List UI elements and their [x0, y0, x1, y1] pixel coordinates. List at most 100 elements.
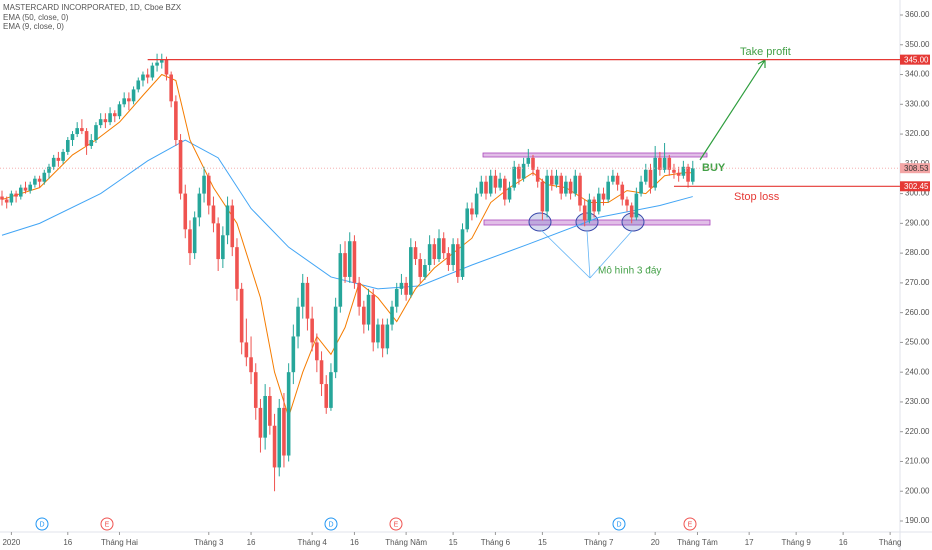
y-tick-label: 350.00	[905, 40, 930, 49]
candle-body	[441, 238, 446, 254]
candle-body	[498, 178, 502, 188]
candle-body	[399, 282, 404, 289]
candle-body	[225, 205, 230, 236]
x-tick-label: 15	[449, 538, 458, 547]
candle-body	[117, 104, 122, 117]
event-label: D	[616, 521, 621, 528]
candle-body	[479, 181, 484, 194]
annotation: Mô hình 3 đáy	[598, 266, 661, 277]
candle-body	[592, 199, 596, 212]
candle-body	[639, 181, 643, 194]
y-tick-label: 360.00	[905, 10, 930, 19]
candle-body	[282, 407, 286, 456]
annotation: Take profit	[740, 46, 791, 58]
candle-body	[112, 113, 117, 117]
candle-body	[155, 62, 159, 66]
candle-body	[427, 244, 432, 266]
price-label-box	[900, 163, 930, 174]
event-marker	[100, 517, 114, 531]
candle-body	[127, 98, 131, 102]
candle-body	[625, 199, 629, 206]
x-tick-label: 20	[651, 538, 660, 547]
candle-body	[380, 324, 385, 349]
candle-body	[362, 306, 366, 325]
x-tick-label: Tháng	[879, 538, 902, 547]
candle-body	[432, 244, 437, 260]
candle-body	[418, 259, 423, 277]
candle-body	[474, 193, 479, 215]
candle-body	[451, 244, 455, 266]
candle-body	[357, 282, 361, 307]
x-tick-label: 15	[538, 538, 547, 547]
y-tick-label: 260.00	[905, 308, 930, 317]
candle-body	[80, 128, 84, 132]
candle-body	[28, 184, 32, 191]
candle-body	[94, 125, 98, 141]
candle-body	[183, 193, 188, 230]
candle-body	[667, 157, 672, 170]
candle-body	[564, 181, 568, 194]
y-tick-label: 250.00	[905, 338, 930, 347]
candle-body	[9, 193, 14, 203]
event-label: E	[394, 521, 399, 528]
candle-body	[18, 187, 23, 197]
candle-body	[601, 193, 606, 200]
candle-body	[573, 175, 578, 194]
candle-body	[268, 395, 272, 426]
candle-body	[61, 151, 65, 161]
candle-body	[437, 238, 441, 260]
event-marker	[612, 517, 626, 531]
y-tick-label: 240.00	[905, 367, 930, 376]
candle-body	[188, 229, 192, 254]
candle-body	[423, 265, 427, 277]
candle-body	[390, 306, 394, 325]
y-tick-label: 220.00	[905, 427, 930, 436]
event-marker	[324, 517, 338, 531]
price-label: 308.53	[904, 164, 929, 173]
candle-body	[230, 205, 235, 248]
y-tick-label: 280.00	[905, 248, 930, 257]
candle-body	[216, 223, 220, 260]
candle-body	[174, 101, 178, 141]
candle-body	[488, 175, 493, 194]
candle-body	[521, 163, 526, 179]
y-tick-label: 340.00	[905, 70, 930, 79]
event-marker	[389, 517, 403, 531]
legend-entry: EMA (9, close, 0)	[3, 22, 64, 31]
candle-body	[249, 357, 253, 373]
candle-body	[376, 324, 380, 343]
candle-body	[611, 175, 615, 182]
candle-body	[169, 74, 173, 102]
candle-body	[98, 119, 103, 126]
candle-body	[103, 119, 108, 123]
bottom-marker	[528, 212, 552, 232]
candle-body	[446, 253, 451, 266]
candle-body	[503, 178, 507, 200]
candle-body	[385, 324, 390, 349]
candle-body	[42, 172, 47, 182]
candle-body	[690, 168, 695, 182]
candle-body	[582, 205, 587, 221]
candle-body	[239, 288, 244, 343]
y-tick-label: 200.00	[905, 486, 930, 495]
candle-body	[75, 128, 79, 135]
candle-body	[65, 140, 70, 152]
candle-body	[545, 175, 549, 212]
price-label: 345.00	[904, 55, 929, 64]
candle-body	[14, 193, 18, 197]
candle-body	[493, 175, 498, 188]
candle-body	[465, 208, 470, 230]
candle-body	[131, 89, 136, 102]
x-tick-label: Tháng Tám	[677, 538, 718, 547]
candle-body	[33, 178, 37, 185]
candle-body	[507, 187, 512, 200]
candle-body	[333, 306, 338, 373]
candle-body	[676, 172, 681, 176]
candle-body	[253, 372, 258, 408]
candle-body	[159, 59, 164, 63]
candle-body	[686, 166, 690, 182]
candle-body	[108, 113, 112, 123]
x-tick-label: 16	[839, 538, 848, 547]
y-tick-label: 290.00	[905, 218, 930, 227]
price-label-box	[900, 181, 930, 192]
